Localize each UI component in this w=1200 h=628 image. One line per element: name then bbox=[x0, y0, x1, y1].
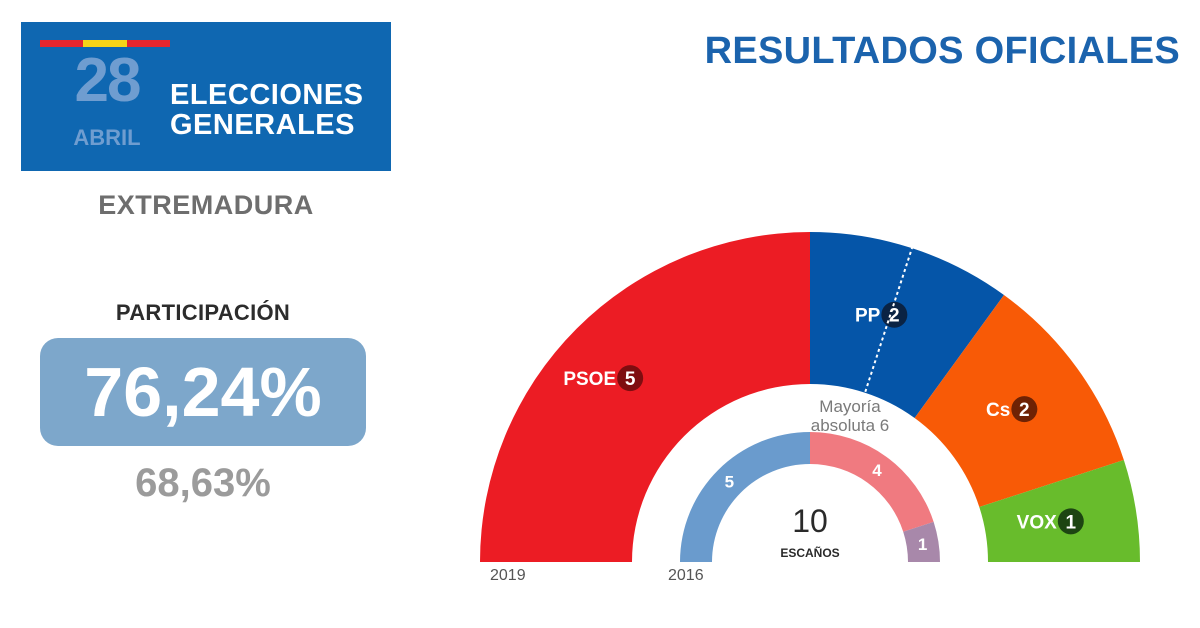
flag-stripe-red-left bbox=[40, 40, 83, 47]
seat-count-2016-2: 4 bbox=[872, 461, 882, 480]
participation-previous: 68,63% bbox=[135, 461, 271, 505]
party-name-cs: Cs bbox=[986, 400, 1010, 421]
seat-badge-vox bbox=[1057, 508, 1084, 535]
seat-badge-psoe bbox=[617, 365, 644, 392]
seat-arc-2019-psoe bbox=[480, 232, 810, 562]
year-label-2016: 2016 bbox=[668, 567, 704, 584]
party-name-pp: PP bbox=[855, 306, 881, 327]
seat-arc-2019-vox bbox=[979, 460, 1140, 562]
election-title-line2: GENERALES bbox=[170, 109, 355, 141]
election-logo: 28 ABRIL ELECCIONES GENERALES bbox=[21, 22, 391, 171]
majority-label-line1: Mayoría bbox=[819, 397, 881, 416]
seat-arc-2016-3 bbox=[903, 521, 940, 562]
seat-count-cs: 2 bbox=[1019, 400, 1030, 421]
party-label-psoe: PSOE 5 bbox=[563, 365, 644, 392]
seat-arc-2016-1 bbox=[680, 432, 810, 562]
seat-badge-cs bbox=[1011, 396, 1038, 423]
election-title-line1: ELECCIONES bbox=[170, 79, 364, 111]
page-headline: RESULTADOS OFICIALES bbox=[704, 30, 1180, 72]
majority-label-line2: absoluta 6 bbox=[811, 416, 889, 435]
flag-stripe-yellow bbox=[83, 40, 127, 47]
election-title: ELECCIONES GENERALES bbox=[170, 80, 364, 140]
flag-stripe bbox=[40, 40, 170, 47]
participation-current: 76,24% bbox=[84, 353, 322, 431]
participation-label: PARTICIPACIÓN bbox=[115, 300, 291, 325]
seat-arc-2019-pp bbox=[810, 232, 1004, 418]
party-name-vox: VOX bbox=[1017, 512, 1057, 533]
seat-count-2016-1: 5 bbox=[725, 472, 734, 491]
seat-count-pp: 2 bbox=[889, 306, 900, 327]
total-seats-label: ESCAÑOS bbox=[780, 545, 839, 560]
party-label-cs: Cs 2 bbox=[986, 396, 1038, 423]
participation-box: 76,24% bbox=[40, 338, 366, 446]
party-name-psoe: PSOE bbox=[563, 369, 616, 390]
region-name: EXTREMADURA bbox=[98, 190, 314, 220]
seat-count-vox: 1 bbox=[1066, 512, 1077, 533]
flag-stripe-red-right bbox=[127, 40, 170, 47]
election-month: ABRIL bbox=[73, 125, 141, 150]
seat-arc-2016-2 bbox=[810, 432, 934, 532]
year-label-2019: 2019 bbox=[490, 567, 526, 584]
party-label-vox: VOX 1 bbox=[1017, 508, 1084, 535]
seat-count-2016-3: 1 bbox=[918, 535, 927, 554]
total-seats: 10 bbox=[792, 503, 828, 539]
seat-count-psoe: 5 bbox=[625, 369, 636, 390]
election-day: 28 bbox=[74, 46, 142, 115]
